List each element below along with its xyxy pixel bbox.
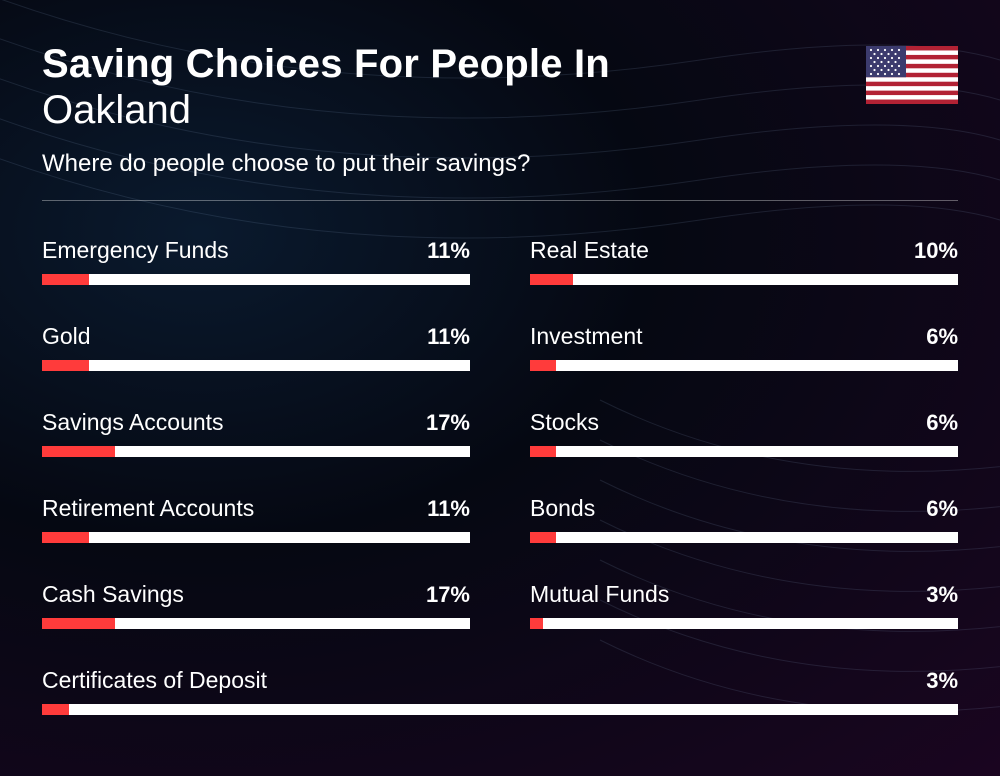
bar-fill (530, 360, 556, 371)
item-value: 17% (426, 582, 470, 608)
header: Saving Choices For People In Oakland Whe… (42, 42, 958, 178)
bar-fill (530, 274, 573, 285)
item-label: Emergency Funds (42, 237, 229, 264)
title-city: Oakland (42, 88, 610, 132)
item-value: 3% (926, 668, 958, 694)
bar-fill (42, 532, 89, 543)
bar-track (42, 704, 958, 715)
item-label: Bonds (530, 495, 595, 522)
chart-item: Gold 11% (42, 323, 470, 371)
item-value: 6% (926, 410, 958, 436)
chart-item: Real Estate 10% (530, 237, 958, 285)
item-value: 3% (926, 582, 958, 608)
bar-fill (530, 618, 543, 629)
item-value: 6% (926, 324, 958, 350)
item-label: Retirement Accounts (42, 495, 254, 522)
item-label: Stocks (530, 409, 599, 436)
item-label: Investment (530, 323, 643, 350)
chart-item: Retirement Accounts 11% (42, 495, 470, 543)
chart-item: Stocks 6% (530, 409, 958, 457)
us-flag-icon (866, 46, 958, 104)
bar-track (42, 360, 470, 371)
bar-track (42, 532, 470, 543)
chart-item: Cash Savings 17% (42, 581, 470, 629)
item-label: Gold (42, 323, 91, 350)
chart-item: Mutual Funds 3% (530, 581, 958, 629)
chart-item: Emergency Funds 11% (42, 237, 470, 285)
bar-fill (530, 532, 556, 543)
bar-track (42, 618, 470, 629)
divider (42, 200, 958, 201)
item-value: 6% (926, 496, 958, 522)
bar-fill (42, 274, 89, 285)
item-label: Cash Savings (42, 581, 184, 608)
bar-track (530, 360, 958, 371)
chart-item: Bonds 6% (530, 495, 958, 543)
item-value: 17% (426, 410, 470, 436)
bar-fill (42, 360, 89, 371)
chart-item: Investment 6% (530, 323, 958, 371)
subtitle: Where do people choose to put their savi… (42, 150, 610, 178)
item-label: Mutual Funds (530, 581, 669, 608)
bar-fill (530, 446, 556, 457)
bar-track (42, 446, 470, 457)
item-label: Certificates of Deposit (42, 667, 267, 694)
bar-fill (42, 618, 115, 629)
item-value: 11% (427, 238, 470, 264)
item-label: Real Estate (530, 237, 649, 264)
bar-fill (42, 446, 115, 457)
chart-item: Certificates of Deposit 3% (42, 667, 958, 715)
bar-track (530, 532, 958, 543)
bar-track (530, 274, 958, 285)
bar-track (530, 618, 958, 629)
bar-track (42, 274, 470, 285)
item-value: 10% (914, 238, 958, 264)
item-label: Savings Accounts (42, 409, 224, 436)
item-value: 11% (427, 496, 470, 522)
chart-grid: Emergency Funds 11% Real Estate 10% Gold 11% I… (42, 237, 958, 715)
chart-item: Savings Accounts 17% (42, 409, 470, 457)
bar-track (530, 446, 958, 457)
title-line1: Saving Choices For People In (42, 42, 610, 86)
bar-fill (42, 704, 69, 715)
item-value: 11% (427, 324, 470, 350)
